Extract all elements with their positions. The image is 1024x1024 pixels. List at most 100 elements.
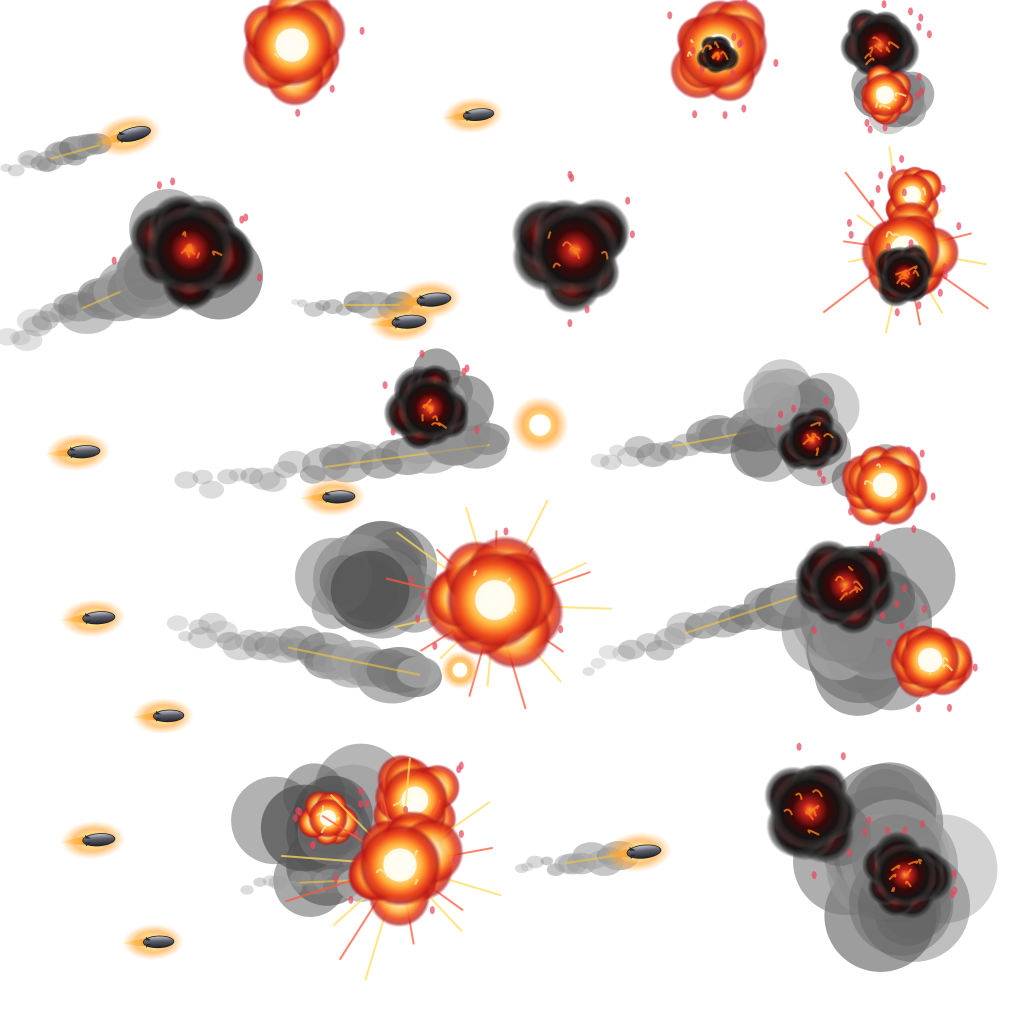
spark: [877, 547, 883, 556]
spark: [906, 446, 912, 455]
spark: [567, 319, 573, 328]
spark: [690, 46, 696, 55]
spark: [846, 849, 852, 858]
explosion-sprite: [764, 742, 872, 880]
spark: [916, 22, 922, 31]
spark: [778, 410, 784, 419]
explosion-sprite: [886, 605, 978, 713]
spark: [862, 827, 868, 836]
smoke-trail: [582, 579, 825, 676]
spark: [458, 829, 464, 838]
missile-sprite: [600, 832, 672, 873]
spark: [773, 59, 779, 68]
spark: [866, 816, 872, 825]
spark: [329, 84, 335, 93]
spark: [878, 171, 884, 180]
spark: [899, 154, 905, 163]
spark: [885, 242, 891, 251]
spark: [848, 507, 854, 516]
spark: [243, 213, 249, 222]
spark: [894, 599, 900, 608]
spark: [908, 7, 914, 16]
spark: [629, 230, 635, 239]
spark: [947, 703, 953, 712]
spark: [875, 185, 881, 194]
spark: [921, 605, 927, 614]
spark: [890, 165, 896, 174]
spark: [358, 787, 364, 796]
spark: [848, 230, 854, 239]
spark: [864, 118, 870, 127]
spark: [942, 271, 948, 280]
spark: [390, 427, 396, 436]
spark: [348, 895, 354, 904]
explosion-sprite: [840, 444, 936, 542]
spark: [796, 742, 802, 751]
spark: [382, 381, 388, 390]
spark: [170, 177, 176, 186]
spark: [867, 125, 873, 134]
explosion-sprite: [408, 527, 565, 669]
explosion-sprite: [839, 0, 932, 92]
spark: [419, 349, 425, 358]
spark: [415, 614, 421, 623]
smoke-trail: [166, 612, 442, 704]
spark: [901, 584, 907, 593]
spark: [239, 215, 245, 224]
spark: [569, 174, 575, 183]
explosion-sprite: [874, 239, 948, 310]
missile-sprite: [57, 821, 126, 860]
spark: [951, 870, 957, 879]
spark: [937, 288, 943, 297]
spark: [820, 475, 826, 484]
spark: [111, 256, 117, 265]
spark: [474, 426, 480, 435]
missile-sprite: [57, 599, 126, 638]
spark: [823, 396, 829, 405]
spark: [894, 308, 900, 317]
explosion-sprite: [794, 539, 907, 635]
spark: [358, 799, 364, 808]
spark: [899, 621, 905, 630]
spark: [722, 111, 728, 120]
spark: [731, 32, 737, 41]
missile-sprite: [42, 433, 111, 472]
spark: [742, 0, 748, 6]
spark: [741, 104, 747, 113]
spark: [956, 222, 962, 231]
explosion-sprite: [382, 349, 480, 451]
explosion-sprite: [690, 32, 744, 78]
spark: [940, 184, 946, 193]
spark: [295, 807, 301, 816]
spark: [776, 424, 782, 433]
spark: [914, 91, 920, 100]
spark: [452, 856, 458, 865]
explosion-sprite: [511, 170, 635, 328]
spark: [916, 301, 922, 310]
missile-sprite: [365, 302, 437, 343]
spark: [901, 188, 907, 197]
spark: [403, 806, 409, 815]
spark: [310, 841, 316, 850]
explosion-sprite: [333, 806, 464, 928]
spark: [972, 663, 978, 672]
explosion-sprite: [111, 177, 263, 312]
spark: [257, 273, 263, 282]
spark: [730, 69, 736, 78]
explosion-sprite: [242, 0, 365, 117]
spark: [886, 638, 892, 647]
missile-sprite: [91, 114, 162, 157]
spark: [919, 819, 925, 828]
spark: [908, 239, 914, 248]
spark: [156, 181, 162, 190]
spark: [911, 525, 917, 534]
spark: [930, 492, 936, 501]
spark: [458, 761, 464, 770]
spark: [461, 367, 467, 376]
spark: [868, 540, 874, 549]
spark: [625, 196, 631, 205]
missile-sprite: [129, 698, 194, 735]
spark: [364, 799, 370, 808]
spark: [421, 591, 427, 600]
